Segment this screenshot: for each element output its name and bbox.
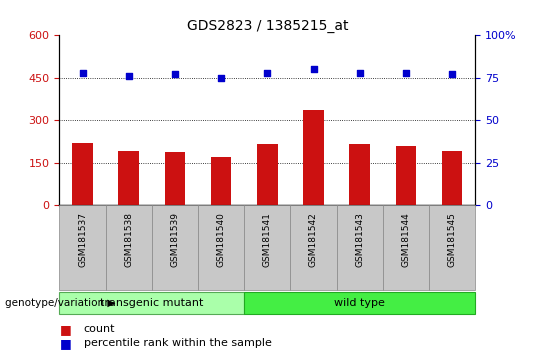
- Point: [217, 75, 225, 81]
- Text: GSM181544: GSM181544: [401, 212, 410, 267]
- Bar: [349, 144, 370, 205]
- Point: [263, 70, 272, 76]
- Bar: [211, 156, 232, 205]
- Bar: [303, 110, 324, 205]
- Bar: [336, 205, 383, 290]
- Bar: [257, 144, 278, 205]
- Text: genotype/variation ▶: genotype/variation ▶: [5, 298, 116, 308]
- Bar: [59, 292, 244, 314]
- Bar: [198, 205, 244, 290]
- Text: count: count: [84, 324, 115, 334]
- Bar: [244, 205, 291, 290]
- Text: ■: ■: [59, 337, 71, 350]
- Text: GSM181540: GSM181540: [217, 212, 226, 267]
- Text: GSM181538: GSM181538: [124, 212, 133, 267]
- Text: wild type: wild type: [334, 298, 385, 308]
- Text: ■: ■: [59, 323, 71, 336]
- Bar: [429, 205, 475, 290]
- Point: [171, 72, 179, 77]
- Text: transgenic mutant: transgenic mutant: [100, 298, 204, 308]
- Bar: [395, 146, 416, 205]
- Text: GSM181541: GSM181541: [263, 212, 272, 267]
- Title: GDS2823 / 1385215_at: GDS2823 / 1385215_at: [186, 19, 348, 33]
- Point: [124, 73, 133, 79]
- Bar: [72, 143, 93, 205]
- Text: GSM181542: GSM181542: [309, 212, 318, 267]
- Bar: [118, 151, 139, 205]
- Text: GSM181545: GSM181545: [448, 212, 457, 267]
- Point: [402, 70, 410, 76]
- Text: GSM181537: GSM181537: [78, 212, 87, 267]
- Point: [355, 70, 364, 76]
- Text: percentile rank within the sample: percentile rank within the sample: [84, 338, 272, 348]
- Bar: [442, 151, 462, 205]
- Text: GSM181543: GSM181543: [355, 212, 364, 267]
- Bar: [383, 205, 429, 290]
- Bar: [244, 292, 475, 314]
- Bar: [152, 205, 198, 290]
- Point: [448, 72, 456, 77]
- Bar: [291, 205, 336, 290]
- Bar: [165, 152, 185, 205]
- Point: [78, 70, 87, 76]
- Bar: [59, 205, 106, 290]
- Point: [309, 67, 318, 72]
- Text: GSM181539: GSM181539: [171, 212, 179, 267]
- Bar: [106, 205, 152, 290]
